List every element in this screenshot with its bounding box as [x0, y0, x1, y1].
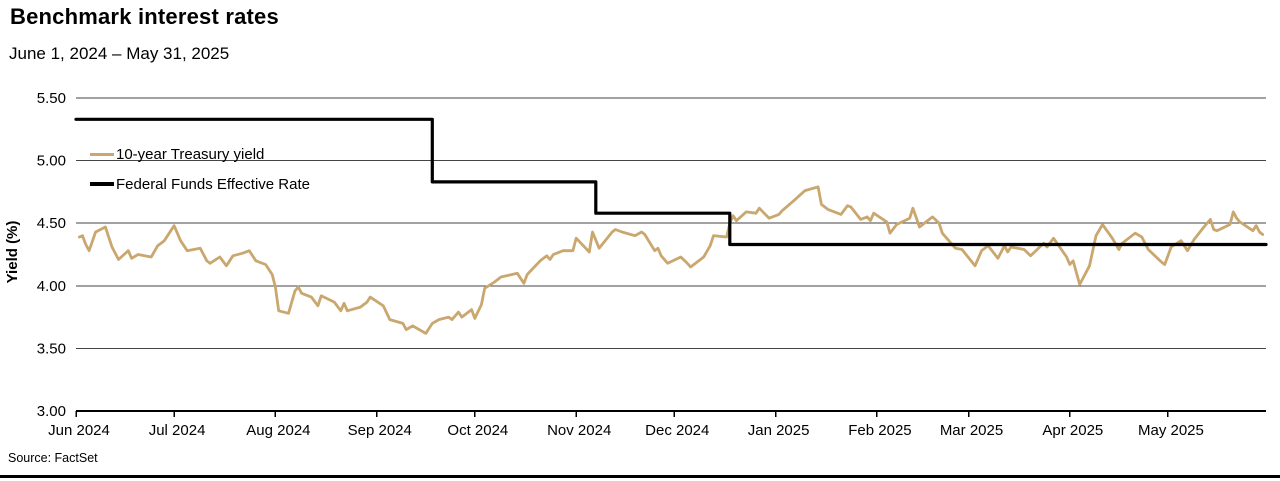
- y-tick-label: 5.00: [37, 153, 66, 170]
- y-tick-label: 5.50: [37, 90, 66, 107]
- treasury-line-swatch: [90, 152, 114, 156]
- chart-legend: 10-year Treasury yield Federal Funds Eff…: [90, 139, 310, 199]
- bottom-divider: [0, 475, 1280, 478]
- x-tick-label: Aug 2024: [246, 422, 310, 439]
- y-tick-label: 4.50: [37, 215, 66, 232]
- x-tick-label: Jul 2024: [149, 422, 206, 439]
- source-note: Source: FactSet: [8, 451, 98, 465]
- x-tick-label: Nov 2024: [547, 422, 611, 439]
- legend-label-treasury: 10-year Treasury yield: [116, 145, 265, 163]
- x-tick-label: Sep 2024: [348, 422, 412, 439]
- x-tick-label: Jun 2024: [48, 422, 110, 439]
- y-axis-title: Yield (%): [4, 221, 21, 284]
- y-tick-label: 3.00: [37, 403, 66, 420]
- x-tick-label: Dec 2024: [645, 422, 709, 439]
- date-range-subtitle: June 1, 2024 – May 31, 2025: [9, 44, 230, 63]
- legend-item-treasury: 10-year Treasury yield: [90, 139, 310, 169]
- y-tick-label: 4.00: [37, 278, 66, 295]
- x-tick-label: May 2025: [1138, 422, 1204, 439]
- legend-item-ffer: Federal Funds Effective Rate: [90, 169, 310, 199]
- page-title: Benchmark interest rates: [10, 4, 279, 29]
- ffer-line-swatch: [90, 182, 114, 186]
- x-tick-label: Jan 2025: [748, 422, 810, 439]
- series-line-treasury: [77, 185, 1265, 335]
- x-tick-label: Oct 2024: [447, 422, 508, 439]
- series-line-ffer: [74, 117, 1268, 247]
- x-tick-label: Mar 2025: [940, 422, 1003, 439]
- x-tick-label: Feb 2025: [848, 422, 911, 439]
- y-tick-label: 3.50: [37, 340, 66, 357]
- x-tick-label: Apr 2025: [1042, 422, 1103, 439]
- legend-label-ffer: Federal Funds Effective Rate: [116, 175, 310, 193]
